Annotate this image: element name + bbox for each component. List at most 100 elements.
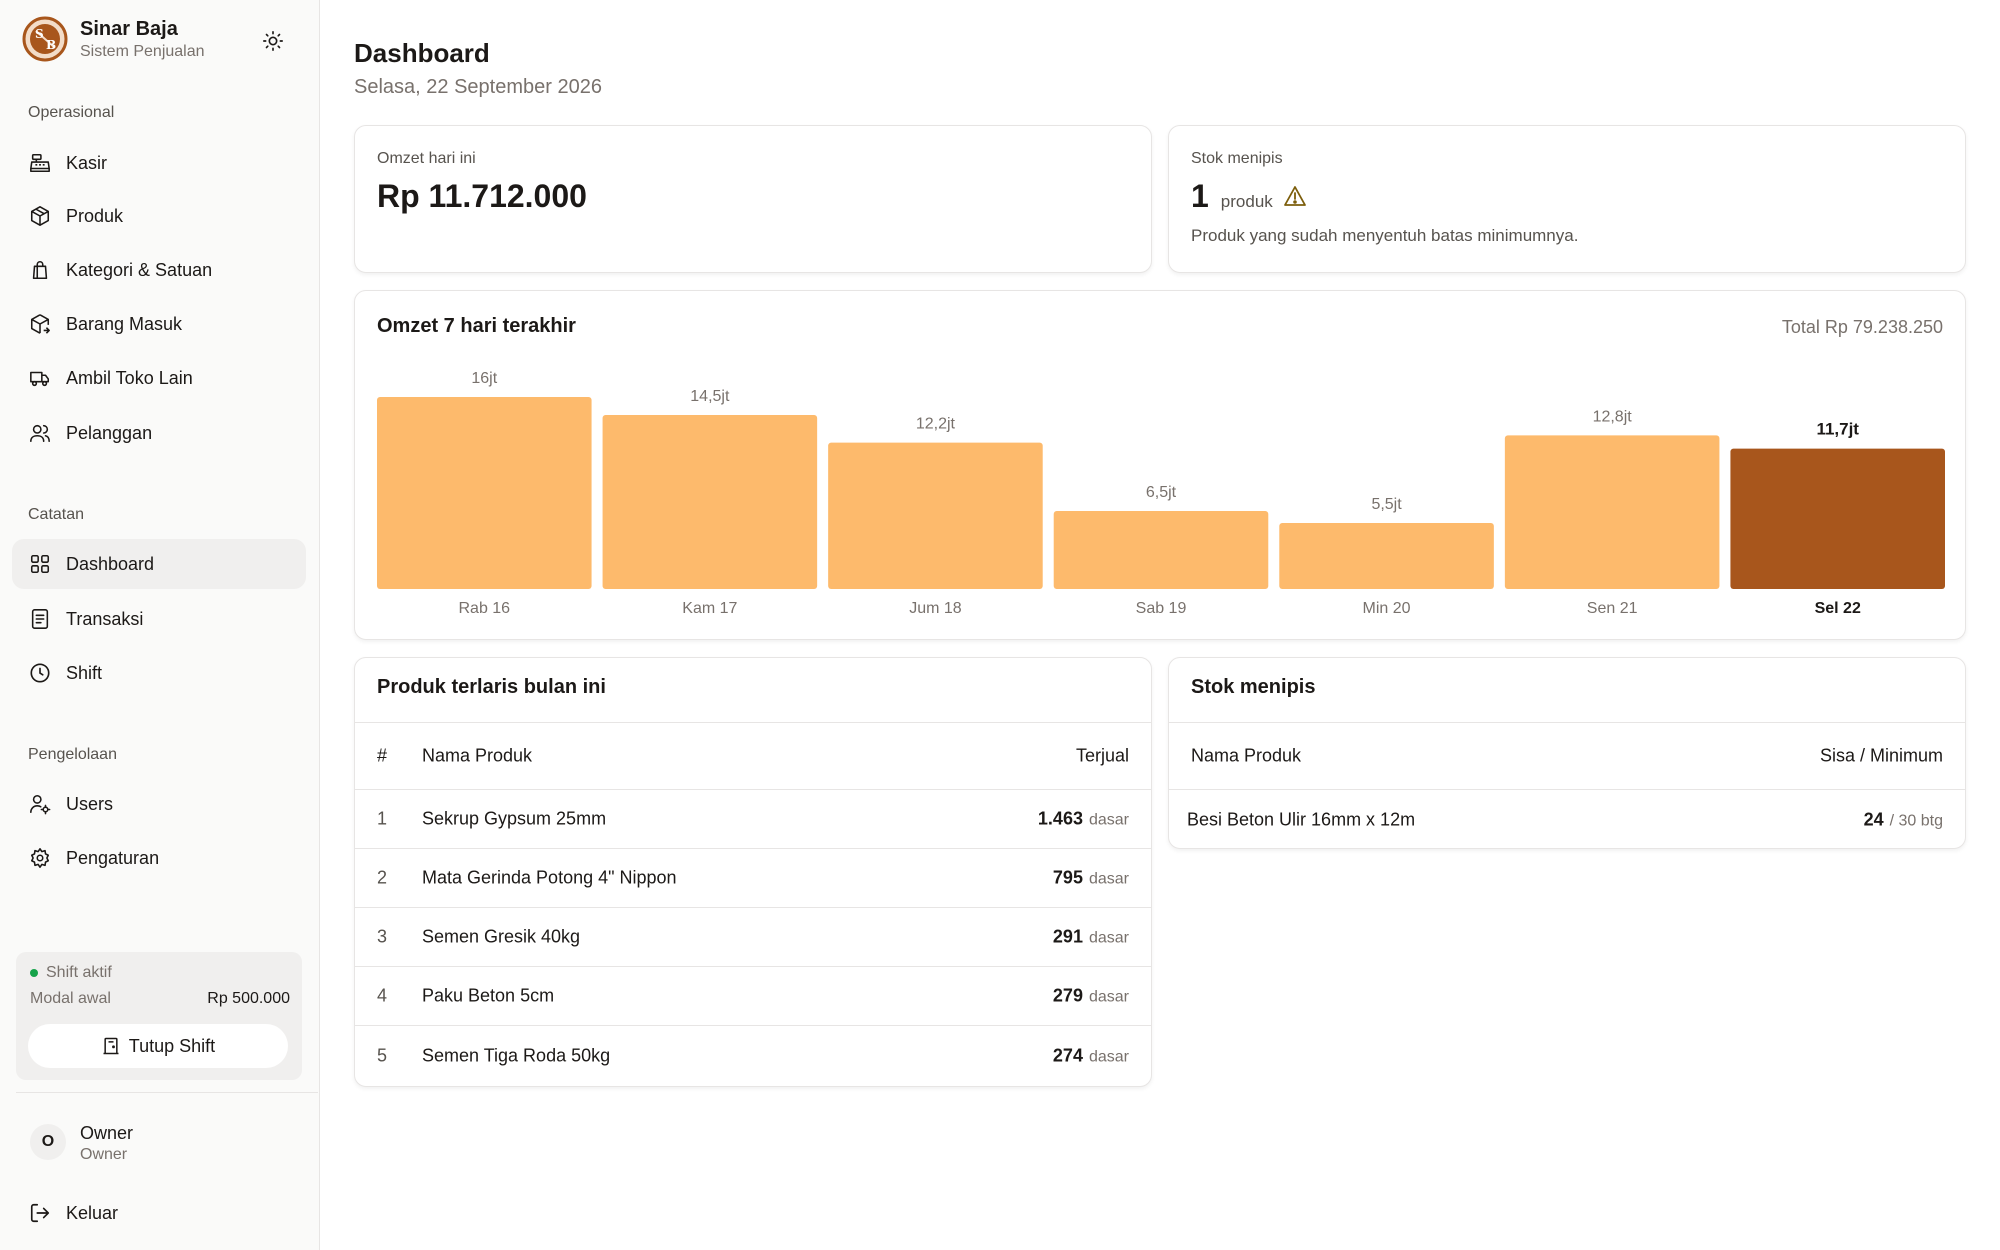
page-title: Dashboard	[354, 38, 490, 68]
sidebar-item-label: Produk	[66, 205, 124, 226]
sidebar-item-ambil-toko-lain[interactable]: Ambil Toko Lain	[12, 353, 306, 403]
x-tick-label: Sel 22	[1815, 600, 1861, 617]
close-shift-label: Tutup Shift	[128, 1035, 216, 1056]
col-product-name: Nama Produk	[422, 745, 533, 766]
brand-logo: S B	[22, 16, 68, 62]
bar-value-label: 5,5jt	[1371, 496, 1402, 513]
sidebar-item-pelanggan[interactable]: Pelanggan	[12, 408, 306, 458]
omzet-chart-card: Omzet 7 hari terakhir Total Rp 79.238.25…	[354, 290, 1966, 640]
user-name: Owner	[80, 1123, 134, 1143]
box-icon	[28, 204, 52, 228]
page-date: Selasa, 22 September 2026	[354, 76, 602, 98]
table-row[interactable]: 5 Semen Tiga Roda 50kg 274 dasar	[355, 1026, 1151, 1085]
nav-section-pengelolaan: Pengelolaan	[28, 746, 117, 763]
sidebar-item-label: Pelanggan	[66, 422, 153, 443]
sidebar-item-label: Users	[66, 793, 114, 814]
bar-rab-16[interactable]	[377, 397, 592, 589]
sidebar-item-label: Ambil Toko Lain	[66, 367, 193, 388]
sidebar-item-barang-masuk[interactable]: Barang Masuk	[12, 299, 306, 349]
low-stock-count: 1	[1191, 178, 1209, 214]
product-name: Mata Gerinda Potong 4" Nippon	[422, 867, 677, 888]
sidebar-item-label: Dashboard	[66, 553, 155, 574]
table-row[interactable]: 2 Mata Gerinda Potong 4" Nippon 795 dasar	[355, 849, 1151, 908]
status-dot-icon	[30, 969, 38, 977]
minimum-qty: / 30 btg	[1889, 812, 1943, 829]
row-index: 3	[377, 926, 388, 947]
col-remaining-minimum: Sisa / Minimum	[1819, 745, 1943, 766]
door-icon	[103, 1037, 119, 1055]
sold-unit: dasar	[1088, 929, 1129, 947]
cash-register-icon	[28, 151, 52, 175]
sidebar-item-transaksi[interactable]: Transaksi	[12, 594, 306, 644]
bar-sel-22[interactable]	[1730, 448, 1945, 589]
x-tick-label: Kam 17	[682, 600, 737, 617]
table-row[interactable]: 4 Paku Beton 5cm 279 dasar	[355, 967, 1151, 1026]
omzet-today-value: Rp 11.712.000	[377, 178, 587, 214]
x-tick-label: Min 20	[1363, 600, 1411, 617]
sidebar-item-dashboard[interactable]: Dashboard	[12, 539, 306, 589]
close-shift-button[interactable]: Tutup Shift	[28, 1024, 288, 1068]
x-tick-label: Sab 19	[1136, 600, 1187, 617]
clock-icon	[28, 661, 52, 685]
product-name: Semen Gresik 40kg	[422, 926, 581, 947]
sidebar-item-users[interactable]: Users	[12, 779, 306, 829]
warning-icon	[1283, 185, 1307, 212]
bar-sab-19[interactable]	[1053, 511, 1269, 589]
bar-sen-21[interactable]	[1504, 435, 1720, 589]
logout-icon	[28, 1201, 52, 1225]
active-shift-panel: Shift aktif Modal awal Rp 500.000 Tutup …	[16, 952, 302, 1080]
top-products-card: Produk terlaris bulan ini # Nama Produk …	[354, 657, 1152, 1087]
sidebar-item-shift[interactable]: Shift	[12, 648, 306, 698]
sidebar-item-produk[interactable]: Produk	[12, 191, 306, 241]
logout-button[interactable]: Keluar	[12, 1188, 306, 1238]
shift-status: Shift aktif	[30, 964, 112, 982]
row-index: 1	[377, 808, 388, 829]
svg-text:S: S	[35, 27, 44, 41]
bar-kam-17[interactable]	[602, 415, 818, 589]
x-tick-label: Rab 16	[458, 600, 510, 617]
bag-icon	[28, 258, 52, 282]
sidebar-divider	[16, 1092, 318, 1093]
sidebar-item-label: Shift	[66, 662, 103, 683]
sold-qty: 1.463	[1037, 808, 1083, 829]
brand-name: Sinar Baja	[80, 18, 178, 40]
sidebar-item-label: Pengaturan	[66, 847, 160, 868]
sidebar-item-kasir[interactable]: Kasir	[12, 138, 306, 188]
sidebar: S B Sinar Baja Sistem Penjualan Operasio…	[0, 0, 320, 1250]
shift-status-label: Shift aktif	[46, 964, 112, 981]
sold-unit: dasar	[1088, 870, 1129, 888]
chart-title: Omzet 7 hari terakhir	[377, 315, 576, 337]
receipt-icon	[28, 607, 52, 631]
product-name: Semen Tiga Roda 50kg	[422, 1045, 611, 1065]
opening-balance-label: Modal awal	[30, 990, 111, 1007]
low-stock-header: Nama Produk Sisa / Minimum	[1169, 722, 1965, 790]
low-stock-unit: produk	[1220, 192, 1273, 211]
bar-value-label: 12,2jt	[916, 416, 956, 433]
nav-section-operasional: Operasional	[28, 104, 115, 121]
omzet-today-card: Omzet hari ini Rp 11.712.000	[354, 125, 1152, 273]
table-row[interactable]: 1 Sekrup Gypsum 25mm 1.463 dasar	[355, 790, 1151, 849]
sidebar-item-pengaturan[interactable]: Pengaturan	[12, 833, 306, 883]
table-row[interactable]: Besi Beton Ulir 16mm x 12m 24 / 30 btg	[1169, 790, 1965, 849]
bar-min-20[interactable]	[1279, 523, 1494, 589]
sidebar-item-kategori-satuan[interactable]: Kategori & Satuan	[12, 245, 306, 295]
theme-toggle-button[interactable]	[258, 26, 288, 56]
row-index: 2	[377, 867, 388, 888]
row-index: 4	[377, 985, 388, 1006]
bar-jum-18[interactable]	[828, 442, 1043, 589]
sold-qty: 291	[1052, 926, 1083, 947]
sold-qty: 795	[1052, 867, 1083, 888]
low-stock-label: Stok menipis	[1191, 150, 1283, 167]
sold-qty: 279	[1052, 985, 1083, 1006]
bar-value-label: 14,5jt	[690, 388, 730, 405]
user-cog-icon	[28, 792, 52, 816]
opening-balance-value: Rp 500.000	[207, 990, 290, 1007]
logout-label: Keluar	[66, 1202, 119, 1223]
product-name: Besi Beton Ulir 16mm x 12m	[1187, 809, 1416, 829]
chart-total: Total Rp 79.238.250	[1781, 317, 1943, 337]
truck-icon	[28, 366, 52, 390]
omzet-bar-chart: 16jt Rab 16 14,5jt Kam 17 12,2jt Jum 18 6,5jt S…	[377, 370, 1945, 617]
avatar[interactable]: O	[30, 1124, 66, 1160]
low-stock-summary-card: Stok menipis 1 produk Produk yang sudah …	[1168, 125, 1966, 273]
table-row[interactable]: 3 Semen Gresik 40kg 291 dasar	[355, 908, 1151, 967]
